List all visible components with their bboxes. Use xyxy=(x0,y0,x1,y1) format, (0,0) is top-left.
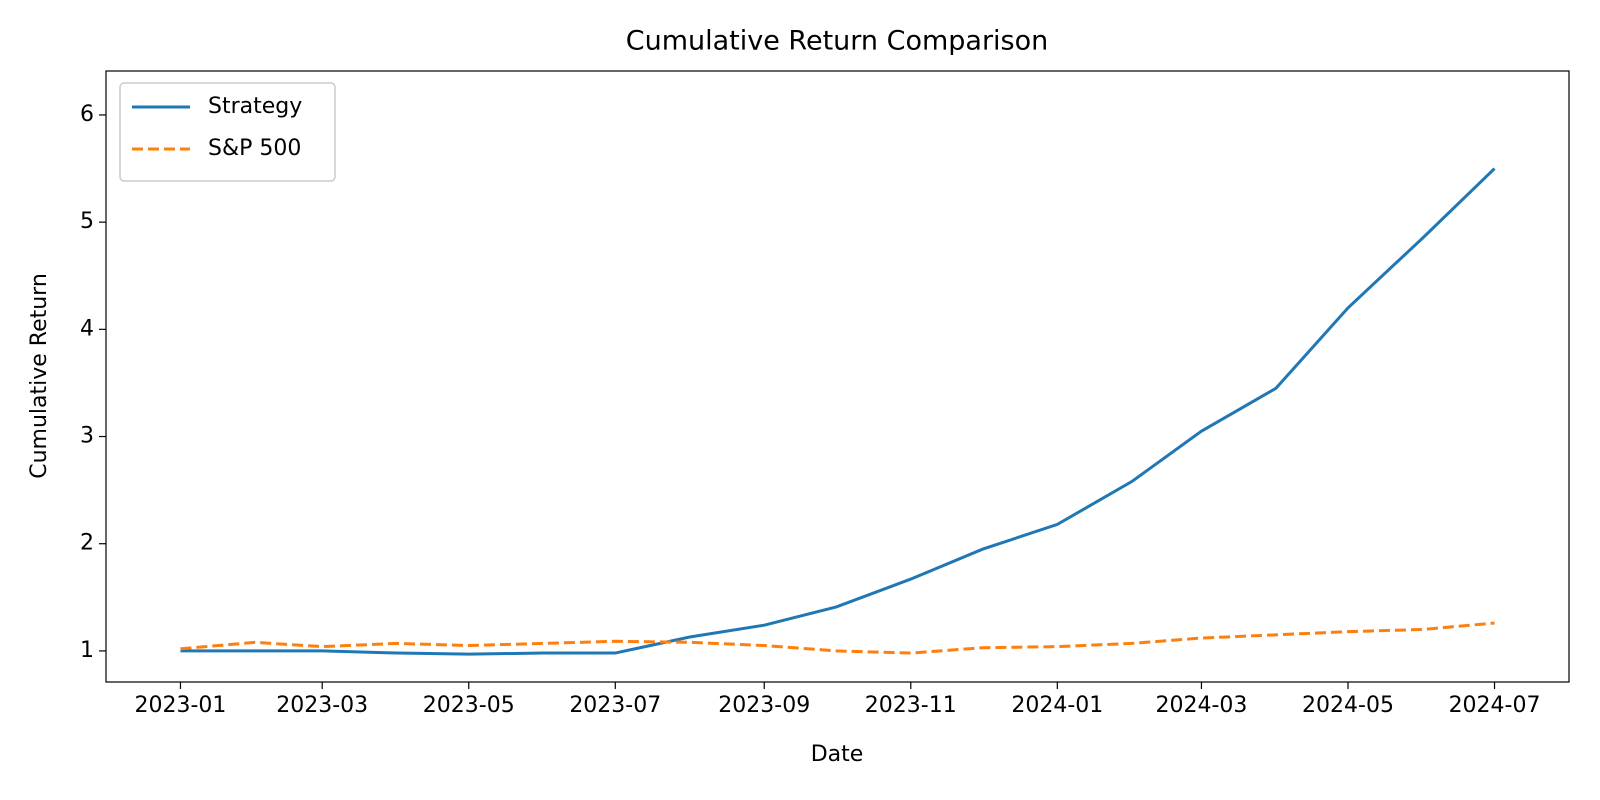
series-line xyxy=(180,621,1495,655)
plot-frame xyxy=(105,70,1570,683)
x-tick-label: 2023-01 xyxy=(135,693,227,718)
y-tick-label: 5 xyxy=(80,209,94,234)
x-tick-label: 2023-11 xyxy=(865,693,957,718)
x-tick-label: 2024-05 xyxy=(1302,693,1394,718)
legend-label: S&P 500 xyxy=(208,136,301,161)
x-tick-label: 2024-03 xyxy=(1155,693,1247,718)
x-tick-label: 2023-07 xyxy=(569,693,661,718)
y-tick-label: 1 xyxy=(80,638,94,663)
x-tick-label: 2024-01 xyxy=(1011,693,1103,718)
x-tick-label: 2024-07 xyxy=(1449,693,1541,718)
y-tick-label: 6 xyxy=(80,102,94,127)
x-axis-label: Date xyxy=(811,742,864,767)
y-tick-label: 3 xyxy=(80,424,94,449)
x-tick-label: 2023-09 xyxy=(718,693,810,718)
y-axis-label: Cumulative Return xyxy=(27,273,52,479)
legend: Strategy S&P 500 xyxy=(119,82,336,182)
legend-label: Strategy xyxy=(208,94,302,119)
chart-title: Cumulative Return Comparison xyxy=(626,26,1049,57)
x-tick-label: 2023-03 xyxy=(276,693,368,718)
y-tick-label: 4 xyxy=(80,316,94,341)
series-line xyxy=(180,167,1496,656)
x-tick-label: 2023-05 xyxy=(423,693,515,718)
y-tick-label: 2 xyxy=(80,531,94,556)
